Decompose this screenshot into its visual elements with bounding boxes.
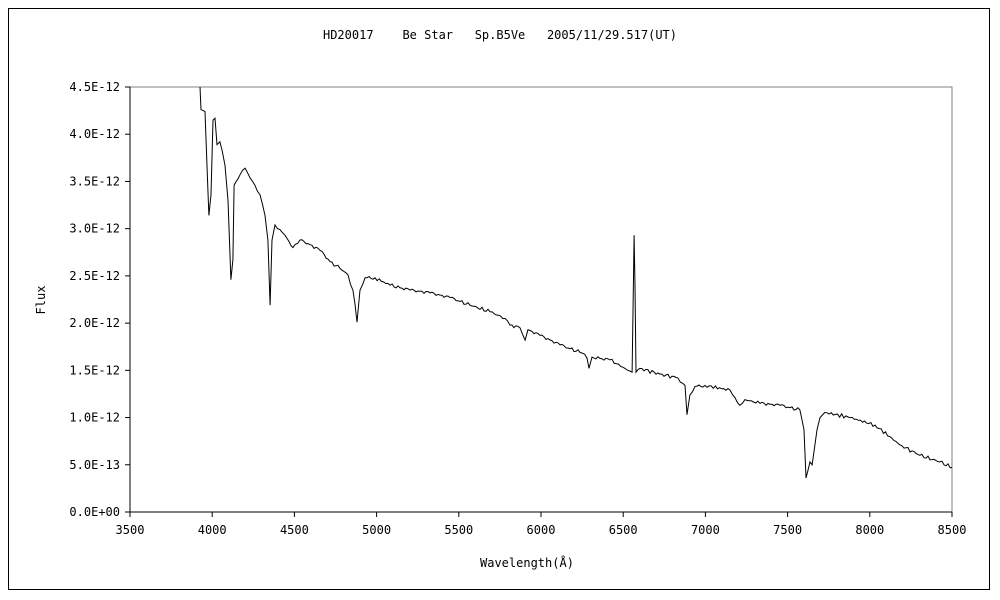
y-tick-label: 3.0E-12 [69,222,120,236]
x-tick-label: 8500 [938,523,967,537]
spectrum-line [199,86,952,479]
chart-frame [8,8,990,590]
y-axis-label: Flux [34,286,48,315]
x-tick-label: 4500 [280,523,309,537]
x-tick-label: 3500 [116,523,145,537]
x-axis-label: Wavelength(Å) [480,555,574,570]
y-tick-label: 4.5E-12 [69,80,120,94]
x-tick-label: 6500 [609,523,638,537]
x-tick-label: 5000 [362,523,391,537]
plot-area [129,86,953,513]
y-tick-label: 1.0E-12 [69,411,120,425]
x-tick-label: 7000 [691,523,720,537]
x-tick-label: 4000 [198,523,227,537]
y-tick-label: 3.5E-12 [69,174,120,188]
y-tick-label: 1.5E-12 [69,363,120,377]
x-tick-label: 5500 [444,523,473,537]
x-tick-label: 8000 [855,523,884,537]
chart-title: HD20017 Be Star Sp.B5Ve 2005/11/29.517(U… [323,28,677,42]
x-tick-label: 7500 [773,523,802,537]
y-tick-label: 5.0E-13 [69,458,120,472]
y-tick-label: 2.5E-12 [69,269,120,283]
y-tick-label: 2.0E-12 [69,316,120,330]
y-tick-label: 0.0E+00 [69,505,120,519]
x-tick-label: 6000 [527,523,556,537]
y-tick-label: 4.0E-12 [69,127,120,141]
